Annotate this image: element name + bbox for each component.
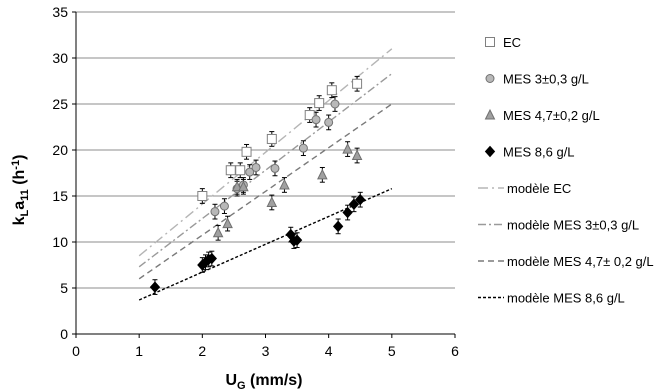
legend-marker-0: [485, 37, 495, 47]
point-series-2: [231, 180, 243, 192]
point-series-0: [241, 146, 252, 157]
point-series-2: [279, 178, 290, 190]
x-tick-label: 2: [198, 343, 206, 359]
model-lines: [138, 48, 393, 301]
x-axis-title-unit: (mm/s): [246, 372, 303, 389]
x-axis-title-main: U: [225, 372, 237, 389]
legend-label-1: MES 3±0,3 g/L: [503, 72, 589, 87]
x-tick-label: 3: [262, 343, 270, 359]
legend-label-3: MES 8,6 g/L: [503, 145, 575, 160]
point-series-3: [355, 193, 366, 206]
legend-marker-3: [484, 145, 496, 158]
point-series-0: [235, 165, 246, 176]
point-series-0: [314, 98, 325, 109]
point-series-0: [326, 85, 337, 96]
model-line-3: [138, 187, 393, 301]
y-tick-label: 15: [52, 188, 68, 204]
point-series-1: [251, 162, 261, 172]
y-axis-title-sub-11: 11: [19, 189, 31, 201]
legend-model-label-0: modèle EC: [507, 181, 571, 196]
point-series-0: [225, 165, 236, 176]
legend-model-label-2: modèle MES 4,7± 0,2 g/L: [507, 254, 654, 269]
point-series-2: [212, 226, 224, 238]
y-tick-label: 30: [52, 50, 68, 66]
x-tick-label: 6: [451, 343, 459, 359]
grid-lines: [76, 11, 455, 289]
model-line-2: [138, 103, 393, 280]
point-series-3: [149, 281, 161, 293]
x-tick-label: 0: [72, 343, 80, 359]
y-axis-title-unit-open: (h: [11, 170, 28, 190]
point-series-0: [197, 191, 208, 201]
y-axis-title-sup: -1: [10, 160, 22, 170]
point-series-2: [317, 168, 328, 180]
point-series-1: [324, 117, 334, 127]
point-series-2: [222, 217, 233, 229]
point-series-3: [206, 252, 217, 265]
model-line-1: [138, 73, 393, 268]
legend-marker-2: [484, 108, 496, 120]
point-series-2: [238, 180, 249, 192]
x-tick-label: 5: [388, 343, 396, 359]
point-series-3: [291, 234, 303, 246]
point-series-0: [304, 110, 315, 121]
legend-label-2: MES 4,7±0,2 g/L: [503, 108, 600, 123]
legend-model-label-1: modèle MES 3±0,3 g/L: [507, 218, 639, 233]
error-bars: [152, 75, 363, 295]
y-axis-title-k: k: [11, 216, 28, 225]
x-tick-label: 1: [135, 343, 143, 359]
point-series-1: [245, 167, 255, 177]
point-series-3: [342, 206, 353, 219]
y-tick-label: 10: [52, 234, 68, 250]
point-series-3: [332, 220, 344, 233]
y-tick-label: 25: [52, 96, 68, 112]
point-series-2: [266, 196, 278, 207]
legend-label-0: EC: [503, 35, 521, 50]
x-axis-ticks: 0 1 2 3 4 5 6: [72, 334, 459, 359]
x-tick-label: 4: [325, 343, 333, 359]
y-axis-ticks: 0 5 10 15 20 25 30 35: [52, 4, 76, 342]
data-markers: [149, 78, 366, 293]
y-axis-title-unit-close: ): [11, 155, 28, 160]
point-series-0: [266, 133, 277, 144]
y-tick-label: 5: [60, 280, 68, 296]
point-series-2: [351, 149, 363, 161]
y-tick-label: 0: [60, 326, 68, 342]
legend-model-label-3: modèle MES 8,6 g/L: [507, 291, 625, 306]
point-series-0: [352, 78, 363, 89]
x-axis-title-sub: G: [237, 380, 246, 392]
y-axis-title-sub-l: L: [19, 210, 31, 217]
y-axis-title: kLa11 (h-1): [10, 155, 31, 226]
y-axis-title-a: a: [11, 201, 28, 210]
legend: EC MES 3±0,3 g/L MES 4,7±0,2 g/L MES 8,6 g/…: [478, 35, 654, 306]
point-series-3: [348, 198, 360, 211]
legend-marker-1: [485, 74, 495, 83]
point-series-1: [311, 115, 321, 125]
model-line-0: [138, 48, 393, 257]
point-series-1: [210, 207, 220, 217]
y-tick-label: 20: [52, 142, 68, 158]
point-series-2: [342, 142, 353, 154]
y-tick-label: 35: [52, 4, 68, 20]
x-axis-title: UG (mm/s): [225, 372, 302, 392]
point-series-1: [298, 143, 308, 153]
point-series-1: [270, 163, 280, 173]
point-series-1: [330, 99, 340, 109]
point-series-1: [219, 201, 229, 211]
